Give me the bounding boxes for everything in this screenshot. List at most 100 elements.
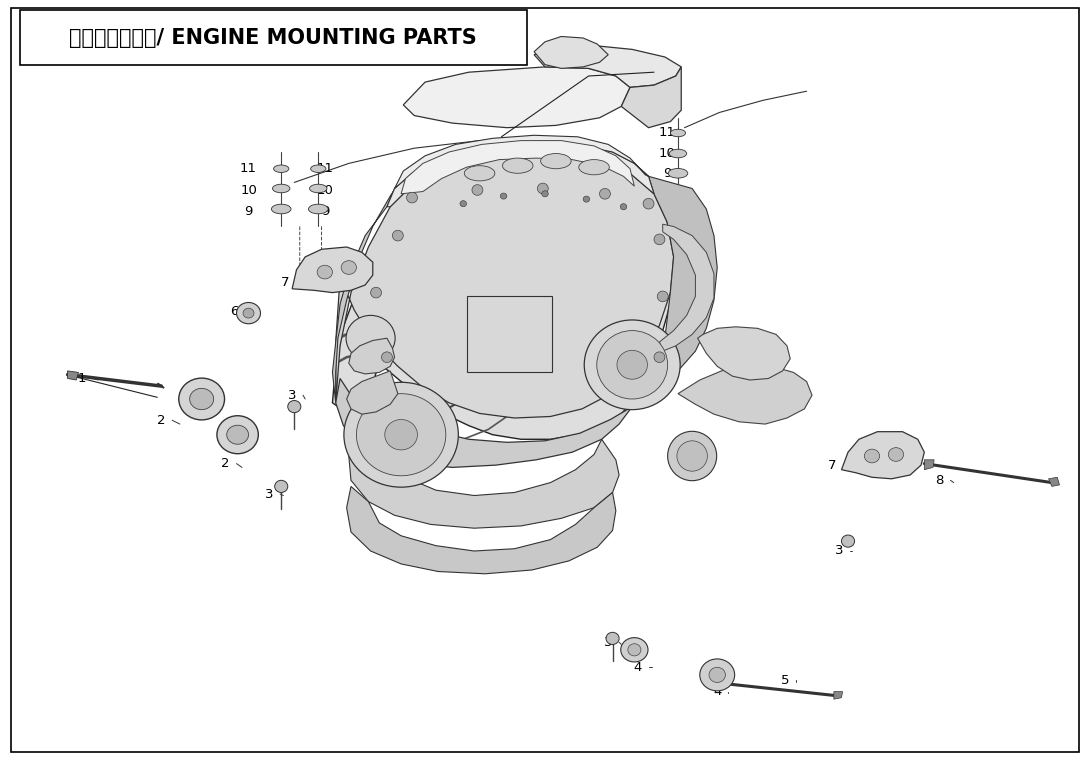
Ellipse shape bbox=[382, 352, 392, 363]
Ellipse shape bbox=[502, 158, 533, 173]
Ellipse shape bbox=[407, 192, 417, 203]
Polygon shape bbox=[336, 156, 674, 418]
Ellipse shape bbox=[537, 183, 548, 194]
Ellipse shape bbox=[542, 191, 548, 197]
Text: 4: 4 bbox=[713, 685, 722, 698]
Ellipse shape bbox=[864, 449, 880, 463]
Polygon shape bbox=[534, 36, 608, 68]
Text: 3: 3 bbox=[288, 388, 296, 402]
Ellipse shape bbox=[541, 154, 571, 169]
Ellipse shape bbox=[579, 160, 609, 175]
Text: 发动机装配组合/ ENGINE MOUNTING PARTS: 发动机装配组合/ ENGINE MOUNTING PARTS bbox=[69, 28, 477, 48]
Ellipse shape bbox=[179, 378, 225, 420]
Ellipse shape bbox=[597, 331, 667, 399]
Ellipse shape bbox=[356, 394, 446, 476]
Text: 9: 9 bbox=[320, 204, 329, 218]
Bar bbox=[467, 296, 552, 372]
Text: 10: 10 bbox=[240, 183, 257, 197]
Text: 10: 10 bbox=[316, 183, 334, 197]
Polygon shape bbox=[349, 439, 619, 528]
Polygon shape bbox=[698, 327, 790, 380]
Ellipse shape bbox=[385, 420, 417, 450]
Ellipse shape bbox=[600, 188, 610, 199]
Ellipse shape bbox=[643, 198, 654, 209]
Ellipse shape bbox=[606, 632, 619, 644]
Ellipse shape bbox=[271, 204, 291, 214]
Polygon shape bbox=[332, 156, 678, 439]
Polygon shape bbox=[834, 692, 843, 699]
Text: 10: 10 bbox=[658, 147, 676, 160]
Ellipse shape bbox=[272, 184, 290, 193]
Text: 3: 3 bbox=[835, 544, 844, 558]
Ellipse shape bbox=[667, 432, 717, 481]
Ellipse shape bbox=[654, 352, 665, 363]
Ellipse shape bbox=[677, 441, 707, 471]
Text: 6: 6 bbox=[230, 305, 239, 318]
Ellipse shape bbox=[190, 388, 214, 410]
Ellipse shape bbox=[670, 129, 686, 137]
Ellipse shape bbox=[584, 320, 680, 410]
Polygon shape bbox=[292, 247, 373, 293]
Text: 9: 9 bbox=[663, 166, 671, 180]
Ellipse shape bbox=[700, 659, 735, 691]
Ellipse shape bbox=[654, 234, 665, 245]
Polygon shape bbox=[347, 371, 398, 414]
Polygon shape bbox=[403, 67, 630, 128]
Polygon shape bbox=[68, 371, 78, 380]
Bar bbox=[20, 10, 526, 65]
Ellipse shape bbox=[308, 204, 328, 214]
Ellipse shape bbox=[347, 315, 396, 361]
Polygon shape bbox=[349, 338, 395, 374]
Polygon shape bbox=[1049, 477, 1059, 486]
Ellipse shape bbox=[460, 201, 467, 207]
Text: 8: 8 bbox=[935, 473, 944, 487]
Polygon shape bbox=[534, 46, 681, 87]
Polygon shape bbox=[678, 365, 812, 424]
Ellipse shape bbox=[464, 166, 495, 181]
Polygon shape bbox=[649, 176, 717, 384]
Ellipse shape bbox=[888, 448, 904, 461]
Text: 5: 5 bbox=[780, 673, 789, 687]
Ellipse shape bbox=[371, 287, 382, 298]
Ellipse shape bbox=[472, 185, 483, 195]
Ellipse shape bbox=[288, 401, 301, 413]
Ellipse shape bbox=[310, 184, 327, 193]
Text: 11: 11 bbox=[316, 162, 334, 176]
Text: 11: 11 bbox=[658, 126, 676, 140]
Text: 2: 2 bbox=[157, 413, 166, 427]
Polygon shape bbox=[621, 67, 681, 128]
Ellipse shape bbox=[620, 204, 627, 210]
Polygon shape bbox=[924, 460, 934, 470]
Ellipse shape bbox=[668, 169, 688, 178]
Polygon shape bbox=[841, 432, 924, 479]
Ellipse shape bbox=[617, 350, 647, 379]
Ellipse shape bbox=[311, 165, 326, 173]
Polygon shape bbox=[659, 224, 714, 351]
Ellipse shape bbox=[392, 230, 403, 241]
Ellipse shape bbox=[657, 291, 668, 302]
Polygon shape bbox=[387, 144, 654, 207]
Text: 3: 3 bbox=[265, 487, 274, 501]
Polygon shape bbox=[332, 163, 423, 403]
Ellipse shape bbox=[274, 165, 289, 173]
Polygon shape bbox=[401, 141, 634, 194]
Polygon shape bbox=[336, 378, 632, 467]
Ellipse shape bbox=[583, 196, 590, 202]
Polygon shape bbox=[395, 135, 649, 188]
Ellipse shape bbox=[621, 638, 647, 662]
Text: 9: 9 bbox=[244, 204, 253, 218]
Text: 7: 7 bbox=[827, 458, 836, 472]
Text: 1: 1 bbox=[77, 372, 86, 385]
Polygon shape bbox=[347, 486, 616, 574]
Text: 7: 7 bbox=[281, 276, 290, 290]
Ellipse shape bbox=[669, 149, 687, 158]
Ellipse shape bbox=[275, 480, 288, 492]
Ellipse shape bbox=[628, 644, 641, 656]
Ellipse shape bbox=[341, 261, 356, 274]
Text: 4: 4 bbox=[633, 660, 642, 674]
Ellipse shape bbox=[344, 382, 459, 487]
Ellipse shape bbox=[500, 193, 507, 199]
Text: 11: 11 bbox=[240, 162, 257, 176]
Ellipse shape bbox=[710, 667, 726, 682]
Ellipse shape bbox=[841, 535, 855, 547]
